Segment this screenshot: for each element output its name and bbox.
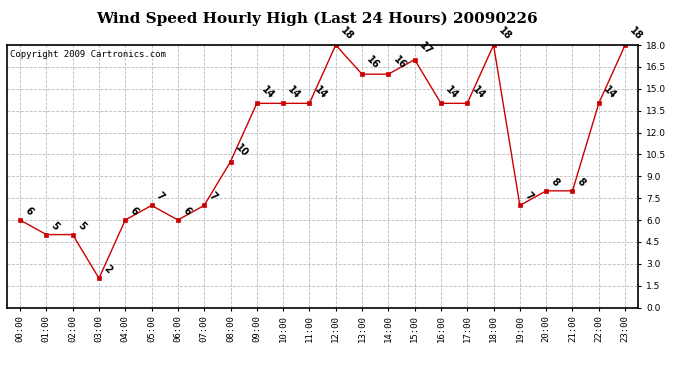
Text: 14: 14	[470, 84, 486, 100]
Text: Copyright 2009 Cartronics.com: Copyright 2009 Cartronics.com	[10, 50, 166, 59]
Text: 7: 7	[207, 191, 219, 202]
Text: 10: 10	[233, 142, 250, 159]
Text: 5: 5	[49, 220, 61, 232]
Text: 14: 14	[259, 84, 276, 100]
Text: 5: 5	[75, 220, 88, 232]
Text: 6: 6	[181, 206, 193, 217]
Text: 2: 2	[101, 264, 114, 276]
Text: 7: 7	[522, 191, 535, 202]
Text: 8: 8	[575, 176, 587, 188]
Text: 18: 18	[496, 26, 513, 42]
Text: 18: 18	[339, 26, 355, 42]
Text: 6: 6	[23, 206, 34, 217]
Text: Wind Speed Hourly High (Last 24 Hours) 20090226: Wind Speed Hourly High (Last 24 Hours) 2…	[97, 11, 538, 26]
Text: 7: 7	[155, 191, 166, 202]
Text: 14: 14	[286, 84, 302, 100]
Text: 14: 14	[602, 84, 618, 100]
Text: 17: 17	[417, 40, 434, 57]
Text: 16: 16	[365, 55, 382, 71]
Text: 8: 8	[549, 176, 561, 188]
Text: 14: 14	[444, 84, 460, 100]
Text: 18: 18	[628, 26, 644, 42]
Text: 16: 16	[391, 55, 408, 71]
Text: 6: 6	[128, 206, 140, 217]
Text: 14: 14	[312, 84, 329, 100]
